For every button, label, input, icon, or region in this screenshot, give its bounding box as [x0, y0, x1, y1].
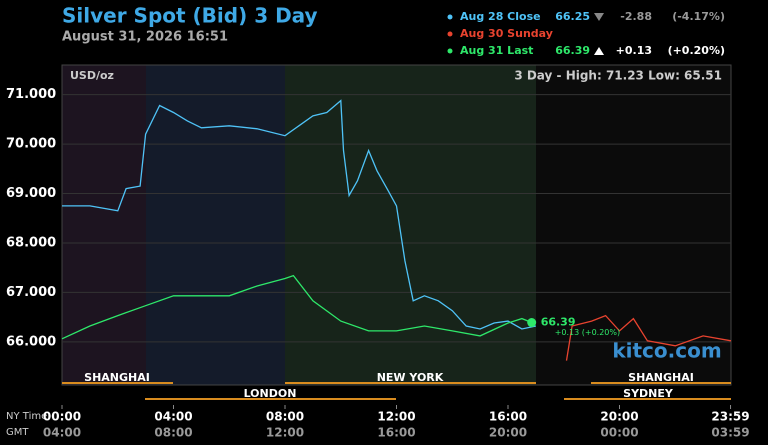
watermark: kitco.com	[612, 339, 721, 363]
gmt-tick-label: 04:00	[43, 426, 81, 440]
x-tick-label: 23:59	[711, 410, 749, 424]
price-line	[62, 99, 537, 330]
gmt-tick-label: 00:00	[600, 426, 638, 440]
unit-label: USD/oz	[70, 69, 114, 82]
y-tick-label: 70.000	[6, 137, 56, 152]
range-label: 3 Day - High: 71.23 Low: 65.51	[514, 69, 722, 83]
x-tick-label: 12:00	[377, 410, 415, 424]
legend-arrow	[594, 47, 604, 55]
legend-label: Aug 30 Sunday	[460, 27, 553, 40]
chart-subtitle: August 31, 2026 16:51	[62, 30, 228, 45]
legend-pct: (-4.17%)	[672, 10, 725, 23]
gmt-tick-label: 20:00	[489, 426, 527, 440]
session-shade	[146, 65, 285, 385]
x-tick-label: 16:00	[489, 410, 527, 424]
session-label: LONDON	[244, 387, 297, 400]
legend-swatch	[447, 31, 453, 37]
y-tick-label: 71.000	[6, 87, 56, 102]
time-zone-label: GMT	[6, 427, 29, 438]
session-shade	[285, 65, 536, 385]
legend-arrow	[594, 13, 604, 21]
gmt-tick-label: 03:59	[711, 426, 749, 440]
legend-last: 66.25	[555, 10, 590, 23]
chart-title: Silver Spot (Bid) 3 Day	[62, 4, 318, 28]
legend-swatch	[447, 14, 453, 20]
legend-label: Aug 28 Close	[460, 10, 541, 23]
y-tick-label: 66.000	[6, 334, 56, 349]
session-label: SHANGHAI	[84, 371, 150, 384]
x-tick-label: 00:00	[43, 410, 81, 424]
legend-change: -2.88	[620, 10, 652, 23]
last-value-label: 66.39	[541, 316, 576, 329]
x-tick-label: 20:00	[600, 410, 638, 424]
x-tick-label: 04:00	[154, 410, 192, 424]
gmt-tick-label: 12:00	[266, 426, 304, 440]
gmt-tick-label: 16:00	[377, 426, 415, 440]
legend-pct: (+0.20%)	[668, 44, 725, 57]
gmt-tick-label: 08:00	[154, 426, 192, 440]
y-tick-label: 67.000	[6, 285, 56, 300]
session-label: SYDNEY	[623, 387, 674, 400]
legend-label: Aug 31 Last	[460, 44, 533, 57]
price-line	[565, 314, 732, 361]
time-zone-label: NY Time	[6, 411, 47, 422]
session-shade	[62, 65, 146, 385]
x-tick-label: 08:00	[266, 410, 304, 424]
y-tick-label: 69.000	[6, 186, 56, 201]
legend-change: +0.13	[616, 44, 652, 57]
y-tick-label: 68.000	[6, 235, 56, 250]
plot-border	[61, 64, 732, 386]
legend-swatch	[447, 48, 453, 54]
last-change-label: +0.13 (+0.20%)	[555, 328, 620, 337]
last-point	[527, 318, 537, 328]
session-label: SHANGHAI	[628, 371, 694, 384]
price-line	[61, 274, 532, 340]
session-label: NEW YORK	[377, 371, 444, 384]
legend-last: 66.39	[555, 44, 590, 57]
